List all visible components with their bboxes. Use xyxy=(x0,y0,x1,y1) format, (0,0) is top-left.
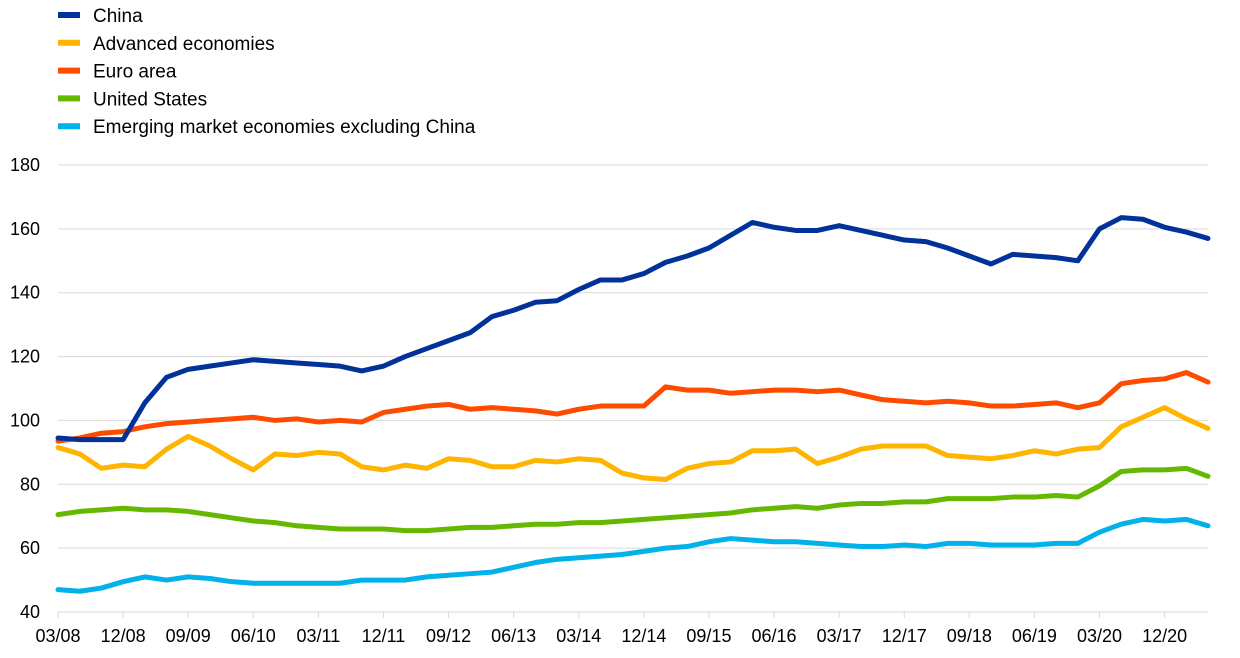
x-tick-label: 09/15 xyxy=(686,626,731,646)
x-tick-label: 03/14 xyxy=(556,626,601,646)
legend-label: Advanced economies xyxy=(93,34,275,55)
x-tick-label: 06/16 xyxy=(752,626,797,646)
x-tick-label: 12/20 xyxy=(1142,626,1187,646)
x-tick-label: 06/10 xyxy=(231,626,276,646)
legend-label: United States xyxy=(93,89,207,110)
y-tick-label: 80 xyxy=(20,474,40,494)
legend-item: Emerging market economies excluding Chin… xyxy=(58,117,476,138)
y-tick-label: 60 xyxy=(20,538,40,558)
x-tick-label: 09/09 xyxy=(166,626,211,646)
y-tick-label: 160 xyxy=(10,219,40,239)
x-tick-label: 12/11 xyxy=(362,626,406,646)
x-tick-label: 09/18 xyxy=(947,626,992,646)
x-tick-label: 03/20 xyxy=(1077,626,1122,646)
chart-legend: China Advanced economies Euro area United S… xyxy=(58,6,476,138)
x-tick-label: 12/14 xyxy=(621,626,666,646)
legend-item: Euro area xyxy=(58,62,177,83)
gridlines xyxy=(58,164,1208,613)
series-line-euro-area xyxy=(55,370,1211,444)
x-tick-label: 06/19 xyxy=(1012,626,1057,646)
x-tick-label: 03/17 xyxy=(817,626,862,646)
legend-item: United States xyxy=(58,89,207,110)
x-tick-label: 06/13 xyxy=(491,626,536,646)
legend-item: China xyxy=(58,6,143,27)
series-line-united-states xyxy=(55,465,1211,534)
x-axis: 03/08 12/08 09/09 06/10 03/11 12/11 09/12 06/13… xyxy=(35,612,1187,646)
series-lines xyxy=(55,215,1211,594)
y-tick-label: 120 xyxy=(10,347,40,367)
x-tick-label: 12/08 xyxy=(101,626,146,646)
legend-label: Emerging market economies excluding Chin… xyxy=(93,117,476,138)
y-tick-label: 180 xyxy=(10,155,40,175)
series-line-advanced-economies xyxy=(55,405,1211,482)
y-tick-label: 140 xyxy=(10,283,40,303)
y-axis: 40 60 80 100 120 140 160 180 xyxy=(10,155,40,622)
series-line-china xyxy=(55,215,1211,443)
y-tick-label: 100 xyxy=(10,410,40,430)
y-tick-label: 40 xyxy=(20,602,40,622)
legend-label: China xyxy=(93,6,143,27)
legend-item: Advanced economies xyxy=(58,34,275,55)
x-tick-label: 09/12 xyxy=(426,626,471,646)
series-line-emerging-market-economies-excluding-china xyxy=(55,516,1211,594)
x-tick-label: 03/08 xyxy=(35,626,80,646)
x-tick-label: 03/11 xyxy=(297,626,341,646)
legend-label: Euro area xyxy=(93,62,177,83)
x-tick-label: 12/17 xyxy=(882,626,927,646)
